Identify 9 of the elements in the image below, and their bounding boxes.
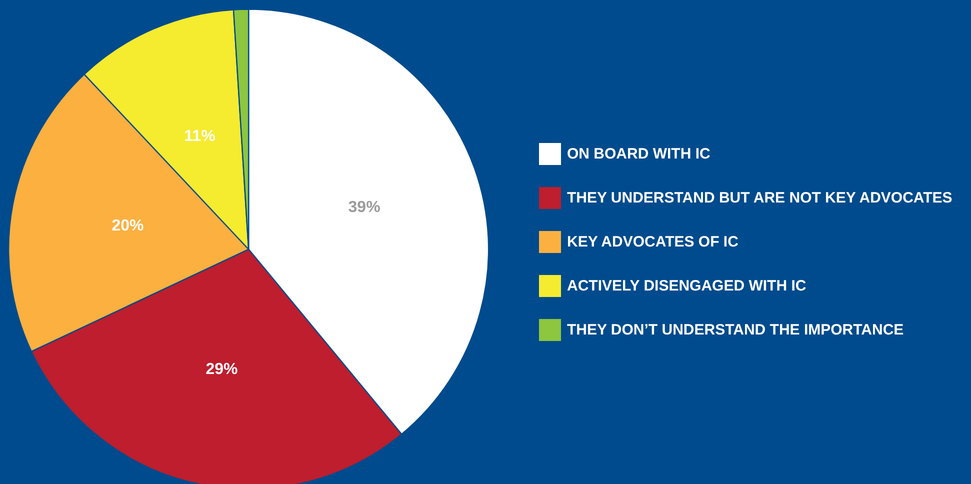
data-label: 11% <box>184 128 216 145</box>
legend-label: ON BOARD WITH IC <box>567 146 710 162</box>
legend-label: THEY UNDERSTAND BUT ARE NOT KEY ADVOCATES <box>567 190 952 206</box>
data-label: 29% <box>206 360 238 378</box>
legend-label: ACTIVELY DISENGAGED WITH IC <box>567 278 806 294</box>
data-label: 20% <box>112 218 144 235</box>
data-label: 39% <box>348 199 380 216</box>
legend-label: THEY DON’T UNDERSTAND THE IMPORTANCE <box>567 322 904 338</box>
legend-label: KEY ADVOCATES OF IC <box>567 234 739 250</box>
